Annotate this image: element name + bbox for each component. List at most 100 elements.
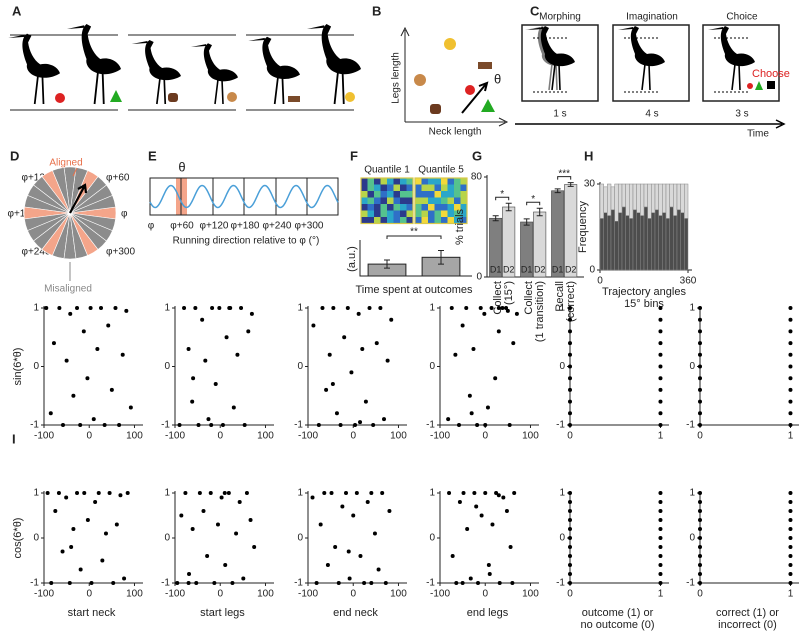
heatmap-cell: [415, 184, 422, 192]
heatmap-cell: [400, 178, 407, 185]
point: [487, 572, 492, 576]
histogram-bar: [636, 212, 641, 271]
x-tick-label: 0: [482, 589, 488, 600]
point: [209, 423, 214, 427]
icon-pudding: [168, 93, 178, 102]
point: [372, 531, 377, 536]
point: [698, 563, 702, 567]
y-tick-label: -1: [556, 420, 565, 431]
point: [69, 545, 74, 549]
point: [698, 581, 702, 585]
x-tick-label: 0: [350, 589, 356, 600]
x-axis-label: correct (1) or: [716, 607, 779, 619]
x-axis-label: incorrect (0): [718, 619, 777, 631]
point: [658, 500, 663, 504]
point: [219, 495, 224, 500]
point: [504, 306, 509, 310]
point: [99, 306, 103, 310]
y-tick-label: 1: [164, 488, 170, 499]
histogram-bar: [647, 218, 652, 271]
point: [363, 399, 368, 404]
x-tick-label: 0: [217, 589, 223, 600]
point: [320, 306, 325, 310]
histogram-bar: [673, 183, 678, 216]
point: [658, 536, 663, 540]
point: [698, 352, 702, 357]
heatmap-cell: [421, 217, 429, 224]
heatmap-cell: [460, 217, 468, 224]
y-tick-label: -1: [30, 578, 39, 589]
point: [788, 509, 793, 513]
heatmap-cell: [428, 204, 435, 211]
y-tick-label: 0: [164, 533, 170, 544]
point: [365, 500, 370, 504]
heatmap-cell: [454, 210, 461, 218]
point: [57, 306, 62, 310]
y-tick-label: 0: [33, 361, 39, 372]
icon-santa: [55, 93, 65, 103]
point: [568, 423, 572, 427]
point: [496, 493, 501, 498]
y-tick-label: -1: [556, 578, 565, 589]
icon: [465, 85, 475, 95]
point: [788, 364, 793, 369]
point: [788, 329, 793, 334]
icon-tree: [110, 90, 122, 102]
point: [230, 581, 235, 585]
point: [353, 423, 358, 427]
panel-label: F: [350, 148, 358, 163]
point: [56, 491, 61, 495]
point: [67, 581, 72, 585]
point: [224, 335, 229, 340]
significance-bracket: [495, 196, 510, 201]
panel-e: θ φ φ+60 φ+120 φ+180 φ+240 φ+300 Running…: [148, 159, 339, 247]
direction-label: φ+180: [7, 209, 36, 220]
x-tick-label: 100: [257, 431, 274, 442]
point: [658, 554, 663, 558]
y-tick-label: 0: [689, 361, 695, 372]
heatmap-cell: [421, 210, 429, 218]
histogram-bar: [665, 183, 670, 219]
direction-label: φ+240: [21, 247, 50, 258]
y-tick-label: 0: [559, 533, 565, 544]
x-tick-label: -100: [165, 431, 185, 442]
y-axis-label: (a.u.): [346, 246, 358, 272]
icon: [747, 83, 753, 89]
direction-label: φ: [121, 209, 128, 220]
heatmap-cell: [454, 184, 461, 192]
point: [658, 317, 663, 322]
point: [60, 549, 65, 554]
heatmap-cell: [380, 204, 388, 211]
x-tick-label: 1: [658, 589, 664, 600]
heatmap-cell: [460, 184, 468, 192]
point: [210, 306, 215, 310]
y-tick-label: 0: [429, 361, 435, 372]
point: [44, 306, 49, 310]
point: [489, 306, 494, 310]
histogram-bar: [599, 218, 604, 271]
point: [235, 352, 240, 357]
heatmap-cell: [387, 191, 394, 198]
heatmap-cell: [380, 197, 388, 205]
point: [788, 306, 793, 310]
x-tick-label: 100: [390, 431, 407, 442]
point: [568, 491, 572, 495]
point: [324, 387, 329, 392]
histogram-bar: [603, 212, 608, 271]
point: [512, 491, 517, 495]
axis-line: [307, 306, 407, 426]
icon: [478, 62, 492, 69]
x-tick-label: (correct): [565, 281, 577, 322]
heatmap-cell: [460, 210, 468, 218]
error-bar: [505, 202, 512, 212]
histogram-bar: [651, 183, 656, 213]
y-tick-label: -1: [161, 420, 170, 431]
point: [226, 491, 231, 495]
point: [249, 311, 254, 316]
point: [205, 554, 210, 558]
panel-label: D: [10, 148, 19, 163]
point: [467, 393, 472, 398]
point: [568, 341, 572, 346]
point: [68, 311, 73, 316]
